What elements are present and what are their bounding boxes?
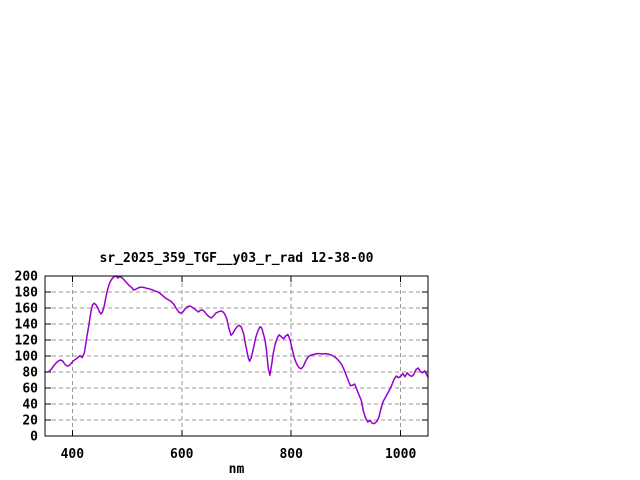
x-tick-label: 400 bbox=[61, 447, 85, 462]
x-tick-label: 1000 bbox=[385, 447, 416, 462]
plot-border bbox=[44, 275, 429, 437]
spectrum-line bbox=[44, 275, 429, 425]
x-axis-label: nm bbox=[229, 462, 245, 477]
y-tick-label: 0 bbox=[30, 430, 38, 445]
grid-lines bbox=[45, 276, 428, 436]
chart-title: sr_2025_359_TGF__y03_r_rad 12-38-00 bbox=[100, 251, 374, 266]
x-tick-label: 800 bbox=[279, 447, 303, 462]
y-tick-label: 200 bbox=[15, 270, 39, 285]
y-tick-label: 60 bbox=[22, 382, 38, 397]
y-tick-label: 180 bbox=[15, 286, 39, 301]
y-tick-label: 20 bbox=[22, 414, 38, 429]
y-tick-label: 40 bbox=[22, 398, 38, 413]
y-tick-label: 160 bbox=[15, 302, 39, 317]
y-tick-label: 100 bbox=[15, 350, 39, 365]
x-tick-label: 600 bbox=[170, 447, 194, 462]
y-tick-label: 140 bbox=[15, 318, 39, 333]
y-tick-label: 120 bbox=[15, 334, 39, 349]
y-tick-label: 80 bbox=[22, 366, 38, 381]
